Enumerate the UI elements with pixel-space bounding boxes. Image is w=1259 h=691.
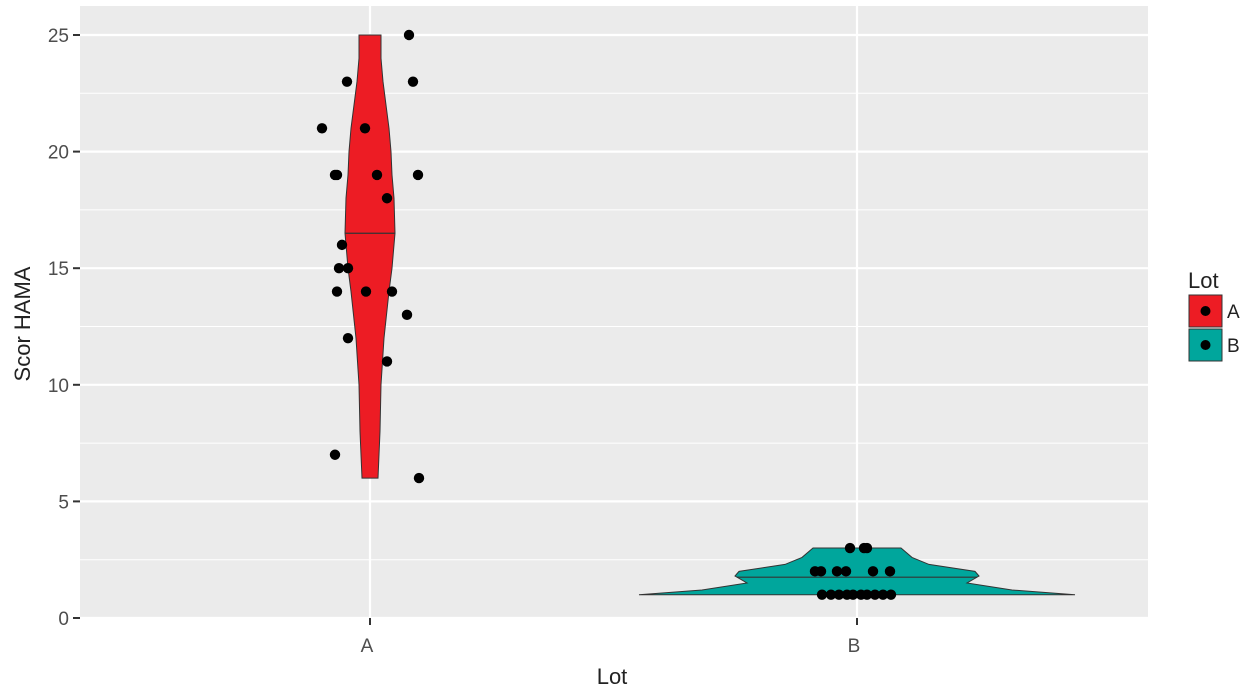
data-point-B <box>861 589 873 600</box>
data-point-B <box>869 589 881 600</box>
legend: Lot AB <box>1188 268 1240 362</box>
data-point-A <box>381 356 393 367</box>
data-point-B <box>833 589 845 600</box>
violins <box>344 34 1076 596</box>
data-point-B <box>847 589 859 600</box>
y-tick-label: 25 <box>48 26 69 47</box>
data-point-B <box>816 589 828 600</box>
data-point-A <box>331 286 343 297</box>
data-point-A <box>329 449 341 460</box>
data-point-B <box>885 589 897 600</box>
data-point-B <box>815 566 827 577</box>
data-point-A <box>401 309 413 321</box>
data-point-A <box>333 263 345 274</box>
data-point-A <box>316 123 328 134</box>
y-tick-label: 5 <box>58 492 69 513</box>
data-point-A <box>413 472 425 484</box>
data-point-B <box>825 589 837 600</box>
legend-key-point <box>1200 340 1211 350</box>
data-point-A <box>359 123 371 134</box>
violin-A <box>344 34 396 479</box>
data-point-B <box>844 542 856 554</box>
data-point-A <box>342 332 354 344</box>
data-point-A <box>371 169 383 181</box>
data-point-A <box>341 76 353 87</box>
x-tick-label: B <box>848 636 861 657</box>
violin-B <box>638 547 1076 596</box>
legend-label-A: A <box>1227 302 1240 323</box>
data-point-B <box>867 566 879 577</box>
y-tick-label: 20 <box>48 143 69 164</box>
legend-key-point <box>1200 306 1211 316</box>
y-axis: 0 5 10 15 20 25 <box>48 26 80 630</box>
data-point-B <box>831 566 843 577</box>
data-point-A <box>360 286 372 297</box>
x-tick-label: A <box>361 636 374 657</box>
y-tick-label: 10 <box>48 376 69 397</box>
y-axis-title: Scor HAMA <box>10 266 35 381</box>
data-point-A <box>412 169 424 181</box>
legend-label-B: B <box>1227 336 1240 357</box>
y-tick-label: 0 <box>58 609 69 630</box>
x-axis-title: Lot <box>597 664 628 689</box>
data-point-A <box>342 263 354 274</box>
data-points <box>316 29 897 600</box>
data-point-A <box>386 286 398 297</box>
data-point-A <box>329 169 341 181</box>
data-point-B <box>877 589 889 600</box>
plot-panel <box>80 6 1148 618</box>
data-point-A <box>403 29 415 41</box>
data-point-A <box>336 239 348 251</box>
panel-background <box>80 6 1148 618</box>
data-point-B <box>861 542 873 554</box>
data-point-A <box>381 193 393 204</box>
y-tick-label: 15 <box>48 259 69 280</box>
data-point-B <box>884 566 896 577</box>
data-point-A <box>407 76 419 87</box>
legend-title: Lot <box>1188 268 1219 293</box>
data-point-B <box>840 566 852 577</box>
